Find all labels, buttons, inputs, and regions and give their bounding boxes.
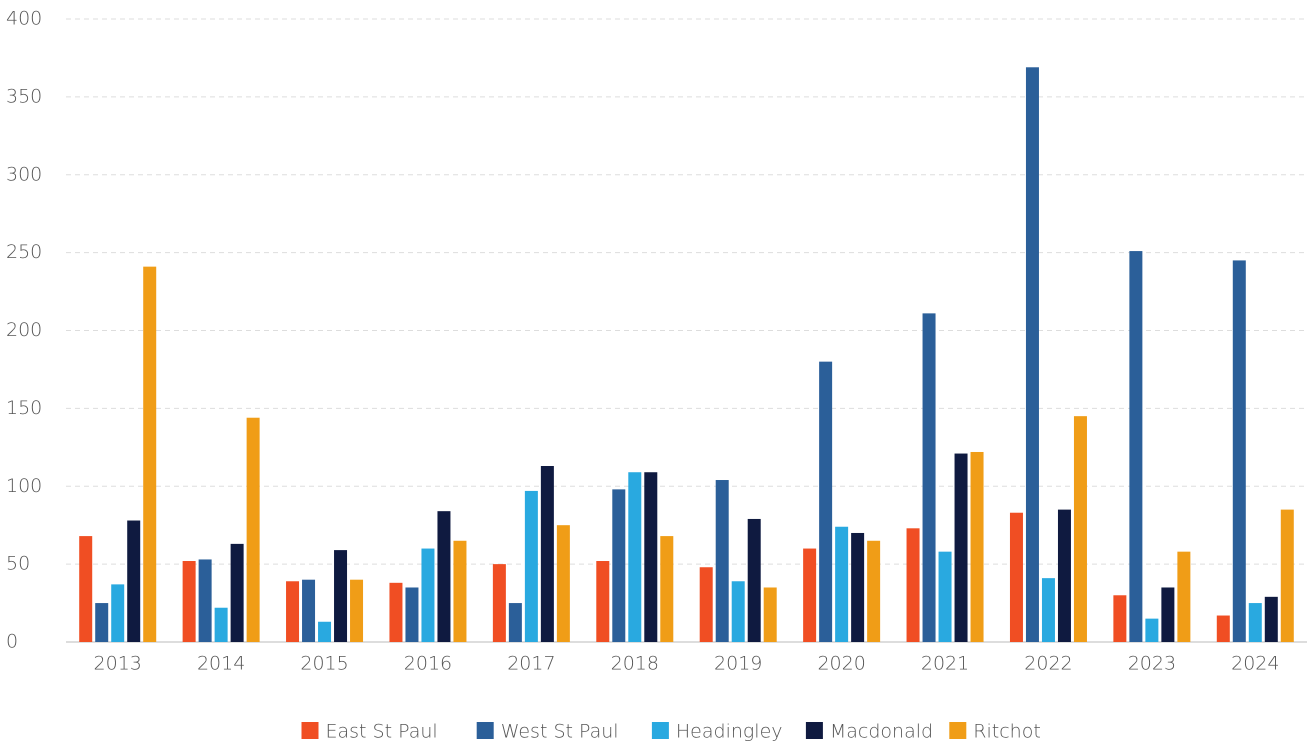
bar xyxy=(1280,509,1294,642)
x-tick-label: 2023 xyxy=(1128,653,1176,675)
bar xyxy=(644,472,658,642)
bar xyxy=(389,582,403,642)
y-tick-label: 0 xyxy=(6,631,18,653)
x-tick-label: 2017 xyxy=(507,653,555,675)
bar xyxy=(286,581,300,642)
bar xyxy=(612,489,626,642)
bar xyxy=(867,540,881,642)
legend-label: Macdonald xyxy=(830,721,933,743)
legend-swatch xyxy=(301,722,319,739)
bar xyxy=(508,603,522,642)
bar xyxy=(970,451,984,642)
legend-swatch xyxy=(805,722,823,739)
x-tick-label: 2019 xyxy=(714,653,762,675)
bar xyxy=(628,472,642,642)
bar xyxy=(1113,595,1127,642)
bar xyxy=(1145,618,1159,642)
bar xyxy=(453,540,467,642)
bar xyxy=(851,532,865,642)
y-tick-label: 100 xyxy=(6,475,42,497)
bar xyxy=(1161,587,1175,642)
y-tick-label: 250 xyxy=(6,241,42,263)
bar xyxy=(350,579,364,642)
bar xyxy=(699,567,713,642)
x-tick-label: 2020 xyxy=(817,653,865,675)
legend-label: Headingley xyxy=(676,721,783,743)
bar xyxy=(1177,551,1191,642)
x-tick-label: 2016 xyxy=(404,653,452,675)
bar xyxy=(1264,596,1278,642)
bar xyxy=(318,621,332,642)
x-tick-label: 2024 xyxy=(1231,653,1279,675)
bar xyxy=(731,581,745,642)
bar xyxy=(79,536,93,642)
bar xyxy=(1216,615,1230,642)
x-tick-label: 2018 xyxy=(611,653,659,675)
bar xyxy=(214,607,228,642)
y-tick-label: 350 xyxy=(6,85,42,107)
bar xyxy=(715,480,729,642)
x-tick-label: 2013 xyxy=(94,653,142,675)
bar xyxy=(954,453,968,642)
legend-label: Ritchot xyxy=(973,721,1041,743)
bar xyxy=(524,490,538,642)
bar xyxy=(1057,509,1071,642)
x-tick-label: 2021 xyxy=(921,653,969,675)
bar xyxy=(302,579,316,642)
legend-swatch xyxy=(476,722,494,739)
bar xyxy=(540,466,554,642)
legend-label: West St Paul xyxy=(501,721,619,743)
y-tick-label: 150 xyxy=(6,397,42,419)
legend-label: East St Paul xyxy=(326,721,438,743)
x-tick-label: 2022 xyxy=(1024,653,1072,675)
bar xyxy=(747,518,761,642)
bar xyxy=(1129,251,1143,642)
bar xyxy=(938,551,952,642)
bar xyxy=(596,561,610,642)
bar xyxy=(922,313,936,642)
bar xyxy=(437,511,451,642)
bar xyxy=(1041,578,1055,642)
bar xyxy=(492,564,506,642)
bar xyxy=(405,587,419,642)
y-tick-label: 400 xyxy=(6,8,42,30)
bar xyxy=(763,587,777,642)
legend-swatch xyxy=(949,722,967,739)
bar xyxy=(835,526,849,642)
bar xyxy=(1232,260,1246,642)
bar xyxy=(556,525,570,642)
bar xyxy=(1248,603,1262,642)
bar xyxy=(421,548,435,642)
bar xyxy=(1073,416,1087,642)
bar xyxy=(198,559,212,642)
bar xyxy=(803,548,817,642)
y-tick-label: 50 xyxy=(6,553,30,575)
bar xyxy=(246,417,260,642)
bar xyxy=(660,536,674,642)
y-tick-label: 200 xyxy=(6,319,42,341)
x-tick-label: 2015 xyxy=(300,653,348,675)
x-tick-label: 2014 xyxy=(197,653,245,675)
bar xyxy=(111,584,125,642)
bar xyxy=(819,361,833,642)
bar xyxy=(334,550,348,642)
legend-swatch xyxy=(651,722,669,739)
bar xyxy=(182,561,196,642)
y-tick-label: 300 xyxy=(6,163,42,185)
bar xyxy=(1025,67,1039,643)
bar xyxy=(906,528,920,642)
bar xyxy=(230,543,244,642)
bar xyxy=(143,266,157,642)
bar xyxy=(95,603,109,642)
bar xyxy=(1009,512,1023,642)
bar xyxy=(127,520,141,642)
